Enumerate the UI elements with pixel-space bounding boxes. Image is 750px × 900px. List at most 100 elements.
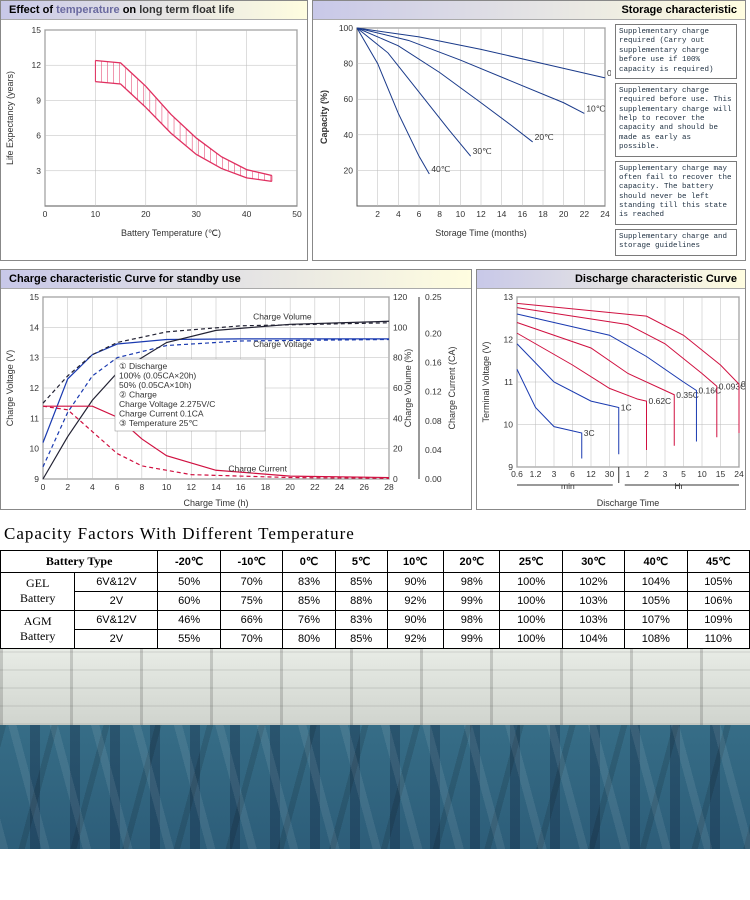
svg-text:30℃: 30℃ — [473, 146, 492, 156]
svg-text:10: 10 — [697, 469, 707, 479]
svg-text:1C: 1C — [621, 402, 632, 412]
svg-text:15: 15 — [32, 25, 42, 35]
svg-text:Storage Time (months): Storage Time (months) — [435, 228, 527, 238]
chart-discharge: 9101112130.61.23612301235101524minHr3C1C… — [477, 289, 745, 509]
svg-text:2: 2 — [644, 469, 649, 479]
svg-text:0.62C: 0.62C — [649, 396, 672, 406]
svg-text:0.16C: 0.16C — [698, 385, 721, 395]
svg-text:60: 60 — [344, 94, 354, 104]
svg-text:3: 3 — [36, 166, 41, 176]
svg-text:0.05C: 0.05C — [741, 379, 745, 389]
svg-text:22: 22 — [310, 482, 320, 492]
svg-text:20: 20 — [393, 443, 403, 453]
svg-text:Charge Current: Charge Current — [228, 463, 287, 473]
svg-text:5: 5 — [681, 469, 686, 479]
svg-text:24: 24 — [734, 469, 744, 479]
svg-text:10: 10 — [456, 209, 466, 219]
svg-text:Charge Time (h): Charge Time (h) — [183, 498, 248, 508]
svg-text:10: 10 — [504, 419, 514, 429]
note-2: Supplementary charge required before use… — [615, 83, 737, 157]
svg-text:0: 0 — [393, 474, 398, 484]
svg-text:12: 12 — [476, 209, 486, 219]
table-title: Capacity Factors With Different Temperat… — [0, 518, 750, 550]
svg-text:40: 40 — [344, 130, 354, 140]
svg-text:Battery Temperature (℃): Battery Temperature (℃) — [121, 228, 221, 238]
svg-text:14: 14 — [211, 482, 221, 492]
svg-text:2: 2 — [65, 482, 70, 492]
svg-text:80: 80 — [393, 352, 403, 362]
svg-text:Charge Volume (%): Charge Volume (%) — [403, 348, 413, 427]
svg-text:3C: 3C — [584, 428, 595, 438]
svg-text:10℃: 10℃ — [586, 103, 605, 113]
note-4: Supplementary charge and storage guideli… — [615, 229, 737, 256]
note-3: Supplementary charge may often fail to r… — [615, 161, 737, 225]
svg-text:12: 12 — [504, 334, 514, 344]
svg-text:0.04: 0.04 — [425, 444, 442, 454]
svg-text:3: 3 — [552, 469, 557, 479]
svg-text:0.16: 0.16 — [425, 357, 442, 367]
svg-text:120: 120 — [393, 292, 407, 302]
svg-text:Charge Voltage (V): Charge Voltage (V) — [5, 349, 15, 426]
svg-text:10: 10 — [91, 209, 101, 219]
svg-text:4: 4 — [90, 482, 95, 492]
panel-storage: Storage characteristic 24681012141618202… — [312, 0, 746, 261]
svg-text:100% (0.05CA×20h): 100% (0.05CA×20h) — [119, 370, 196, 380]
svg-text:10: 10 — [162, 482, 172, 492]
svg-text:0: 0 — [41, 482, 46, 492]
svg-text:40: 40 — [242, 209, 252, 219]
svg-text:30: 30 — [605, 469, 615, 479]
svg-text:0.35C: 0.35C — [676, 389, 699, 399]
svg-text:Charge Current (CA): Charge Current (CA) — [447, 346, 457, 429]
svg-text:0.00: 0.00 — [425, 474, 442, 484]
svg-text:60: 60 — [393, 383, 403, 393]
svg-text:0: 0 — [43, 209, 48, 219]
panel-charge: Charge characteristic Curve for standby … — [0, 269, 472, 510]
svg-text:50: 50 — [292, 209, 302, 219]
svg-text:8: 8 — [437, 209, 442, 219]
svg-text:30: 30 — [191, 209, 201, 219]
panel-discharge: Discharge characteristic Curve 910111213… — [476, 269, 746, 510]
svg-text:0.6: 0.6 — [511, 469, 523, 479]
svg-text:8: 8 — [139, 482, 144, 492]
svg-text:11: 11 — [30, 413, 39, 423]
svg-text:12: 12 — [187, 482, 197, 492]
panel-storage-title: Storage characteristic — [313, 1, 745, 20]
svg-text:12: 12 — [586, 469, 596, 479]
svg-text:Charge Volume: Charge Volume — [253, 311, 312, 321]
chart-storage: 24681012141618202224204060801000℃10℃20℃3… — [313, 20, 611, 240]
svg-text:3: 3 — [663, 469, 668, 479]
svg-text:6: 6 — [417, 209, 422, 219]
svg-text:0.08: 0.08 — [425, 415, 442, 425]
svg-text:14: 14 — [30, 322, 40, 332]
note-1: Supplementary charge required (Carry out… — [615, 24, 737, 79]
svg-text:18: 18 — [538, 209, 548, 219]
svg-text:20: 20 — [141, 209, 151, 219]
svg-text:40℃: 40℃ — [431, 164, 450, 174]
svg-text:6: 6 — [36, 131, 41, 141]
svg-text:100: 100 — [339, 23, 353, 33]
chart-charge: 0246810121416182022242628910111213141502… — [1, 289, 471, 509]
factory-photo — [0, 649, 750, 849]
svg-text:6: 6 — [115, 482, 120, 492]
svg-text:6: 6 — [570, 469, 575, 479]
svg-text:15: 15 — [716, 469, 726, 479]
svg-text:Life Expectancy (years): Life Expectancy (years) — [5, 71, 15, 165]
chart-float-life: 010203040503691215Battery Temperature (℃… — [1, 20, 307, 240]
svg-text:① Discharge: ① Discharge — [119, 361, 168, 371]
svg-text:40: 40 — [393, 413, 403, 423]
svg-text:1: 1 — [626, 469, 631, 479]
panel-charge-title: Charge characteristic Curve for standby … — [1, 270, 471, 289]
svg-text:Charge Current 0.1CA: Charge Current 0.1CA — [119, 408, 204, 418]
panel-float-life-title: Effect of temperature on long term float… — [1, 1, 307, 20]
capacity-table: Battery Type-20℃-10℃0℃5℃10℃20℃25℃30℃40℃4… — [0, 550, 750, 649]
svg-text:1.2: 1.2 — [530, 469, 542, 479]
svg-text:22: 22 — [580, 209, 590, 219]
svg-text:50% (0.05CA×10h): 50% (0.05CA×10h) — [119, 380, 192, 390]
storage-notes: Supplementary charge required (Carry out… — [611, 20, 741, 260]
svg-text:min: min — [561, 481, 575, 491]
svg-text:③ Temperature 25℃: ③ Temperature 25℃ — [119, 418, 198, 428]
svg-text:0.20: 0.20 — [425, 328, 442, 338]
svg-text:9: 9 — [36, 95, 41, 105]
svg-text:13: 13 — [30, 352, 40, 362]
svg-text:0.12: 0.12 — [425, 386, 442, 396]
